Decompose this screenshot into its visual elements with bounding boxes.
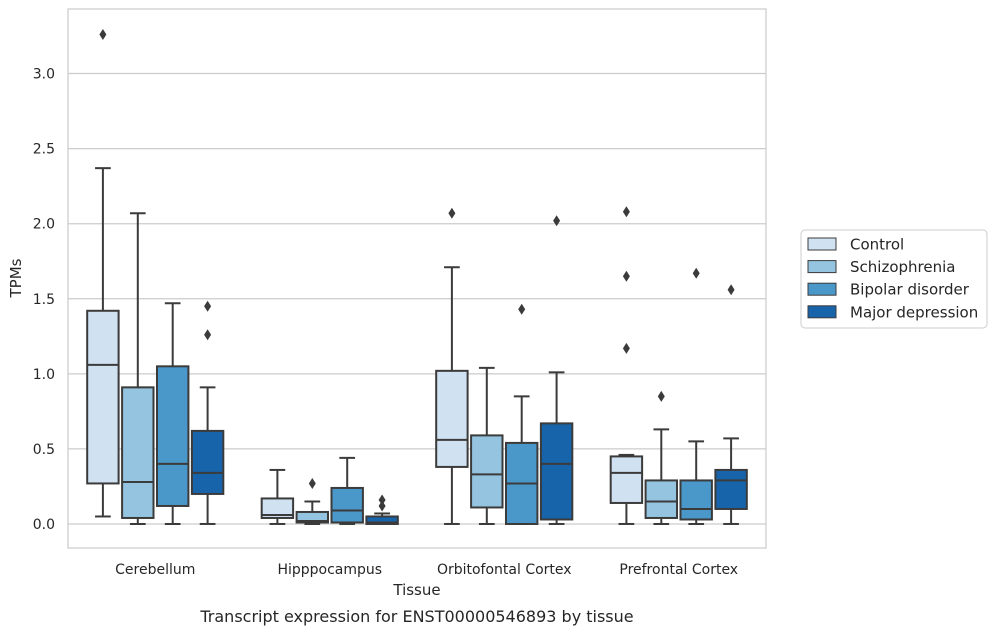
legend-label: Control	[850, 236, 904, 254]
y-axis-label: TPMs	[7, 258, 25, 298]
outlier-point	[622, 206, 630, 218]
box-body	[609, 455, 644, 504]
box-body	[644, 479, 679, 519]
box-body	[295, 510, 330, 524]
plot-area-frame	[67, 8, 767, 549]
box-body	[714, 468, 748, 510]
box	[714, 284, 748, 525]
box-body	[539, 422, 574, 521]
legend-label: Schizophrenia	[850, 258, 955, 276]
outlier-point	[448, 207, 456, 219]
legend: Control Schizophrenia Bipolar disorder Majo…	[800, 229, 988, 329]
legend-label: Bipolar disorder	[850, 281, 970, 299]
box-body	[260, 497, 295, 519]
box	[609, 206, 644, 525]
x-tick-label: Orbitofontal Cortex	[437, 562, 572, 578]
y-tick-label: 1.5	[33, 292, 55, 308]
box-body	[330, 486, 364, 524]
box-body	[470, 434, 504, 509]
legend-items: Control Schizophrenia Bipolar disorder Majo…	[807, 236, 978, 321]
box	[644, 390, 679, 525]
outlier-point	[378, 494, 386, 506]
box	[121, 212, 155, 525]
y-tick-label: 2.0	[33, 217, 55, 233]
y-tick-label: 1.0	[33, 367, 55, 383]
box-body	[121, 386, 155, 519]
box	[260, 468, 295, 525]
box-series	[86, 29, 748, 525]
box-body	[679, 479, 713, 521]
box	[679, 267, 713, 525]
x-tick-label: Cerebellum	[115, 562, 195, 578]
box	[86, 29, 120, 518]
outlier-point	[622, 342, 630, 354]
outlier-point	[622, 270, 630, 282]
outlier-point	[727, 284, 735, 296]
y-tick-label: 2.5	[33, 142, 55, 158]
legend-swatch	[807, 260, 837, 274]
series-schizophrenia	[121, 212, 679, 525]
box	[295, 477, 330, 525]
box	[470, 366, 504, 525]
legend-label: Major depression	[850, 303, 978, 321]
x-tick-labels: Cerebellum Hipppocampus Orbitofontal Corte…	[115, 562, 738, 578]
legend-swatch	[807, 282, 837, 296]
box-body	[435, 369, 469, 468]
chart-caption: Transcript expression for ENST0000054689…	[199, 607, 633, 626]
legend-frame	[800, 229, 988, 329]
box	[190, 300, 225, 525]
legend-swatch	[807, 237, 837, 251]
box	[539, 215, 574, 525]
y-tick-label: 0.0	[33, 517, 55, 533]
outlier-point	[308, 477, 316, 489]
box	[155, 302, 190, 525]
series-control	[86, 29, 644, 525]
outlier-point	[204, 329, 212, 341]
outlier-point	[204, 300, 212, 312]
outlier-point	[378, 500, 386, 512]
legend-swatch	[807, 305, 837, 319]
x-tick-label: Hipppocampus	[277, 562, 382, 578]
outlier-point	[518, 303, 526, 315]
box	[330, 456, 364, 525]
box-body	[365, 515, 399, 525]
series-bipolar-disorder	[155, 267, 713, 525]
box-body	[155, 365, 190, 507]
outlier-point	[657, 390, 665, 402]
outlier-point	[99, 29, 107, 41]
box-body	[86, 309, 120, 485]
y-tick-label: 3.0	[33, 67, 55, 83]
y-tick-label: 0.5	[33, 442, 55, 458]
y-tick-labels: 0.0 0.5 1.0 1.5 2.0 2.5 3.0	[33, 67, 55, 533]
box	[435, 207, 469, 525]
outlier-point	[553, 215, 561, 227]
box	[504, 303, 539, 525]
series-major-depression	[190, 215, 748, 525]
outlier-point	[692, 267, 700, 279]
box	[365, 494, 399, 525]
box-body	[190, 429, 225, 495]
x-tick-label: Prefrontal Cortex	[619, 562, 738, 578]
x-axis-label: Tissue	[392, 581, 440, 599]
